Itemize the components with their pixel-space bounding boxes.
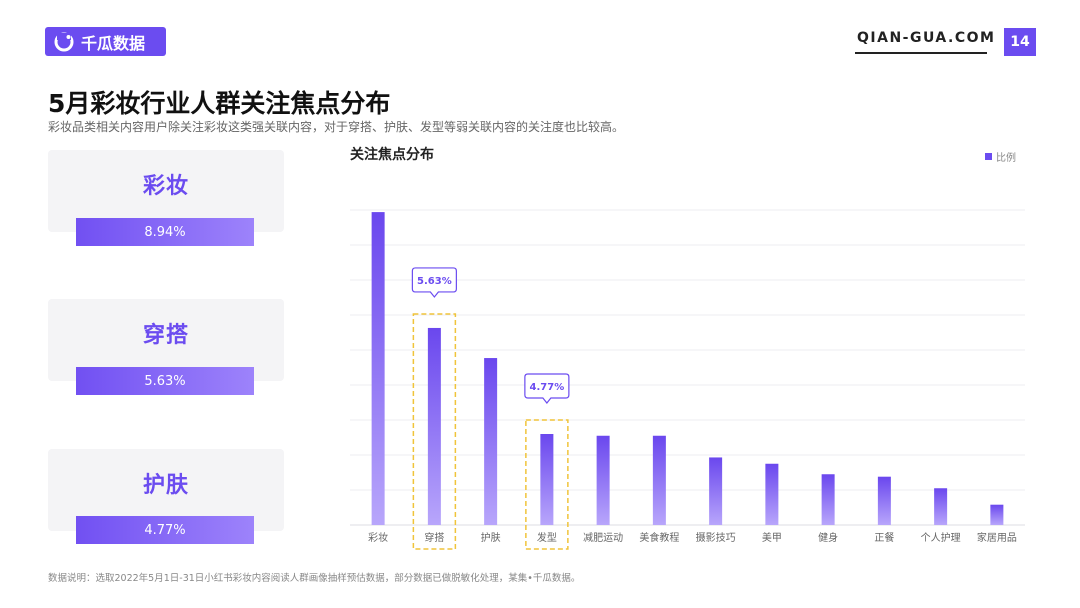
- chart-legend: 比例: [985, 149, 1016, 164]
- bar-3: [540, 434, 554, 525]
- data-footnote: 数据说明：选取2022年5月1日-31日小红书彩妆内容阅读人群画像抽样预估数据，…: [48, 573, 581, 584]
- callout-label: 5.63%: [417, 276, 452, 287]
- site-url[interactable]: QIAN-GUA.COM: [857, 30, 996, 46]
- highlight-box: [525, 419, 569, 550]
- bar-1: [427, 327, 441, 525]
- bar-10: [934, 488, 948, 525]
- x-tick-label: 家居用品: [977, 531, 1017, 544]
- site-underline: [855, 52, 987, 54]
- x-tick-label: 摄影技巧: [696, 531, 736, 544]
- qiangua-logo-icon: [54, 32, 74, 51]
- x-tick-label: 彩妆: [368, 531, 388, 544]
- x-tick-label: 护肤: [481, 531, 501, 544]
- callout-bubble: [411, 267, 457, 298]
- x-tick-label: 美食教程: [639, 531, 679, 544]
- stat-card-value: 4.77%: [76, 516, 254, 544]
- stat-card-value: 5.63%: [76, 367, 254, 395]
- bar-0: [371, 212, 385, 525]
- bar-8: [821, 474, 835, 525]
- stat-card-value: 8.94%: [76, 218, 254, 246]
- legend-label: 比例: [996, 153, 1016, 164]
- x-tick-label: 美甲: [762, 531, 782, 544]
- legend-swatch: [985, 153, 992, 160]
- bar-2: [484, 358, 498, 525]
- callout-bubble: [524, 373, 570, 404]
- bar-5: [652, 435, 666, 525]
- callout-label: 4.77%: [530, 382, 565, 393]
- bar-4: [596, 435, 610, 525]
- page-title: 5月彩妆行业人群关注焦点分布: [48, 89, 391, 118]
- x-tick-label: 穿搭: [424, 531, 444, 544]
- chart-title: 关注焦点分布: [350, 147, 434, 163]
- stat-card-label: 护肤: [142, 473, 189, 498]
- x-tick-label: 健身: [818, 531, 838, 544]
- x-tick-label: 发型: [537, 531, 557, 544]
- stat-card-label: 彩妆: [142, 174, 189, 199]
- brand-name: 千瓜数据: [81, 33, 146, 53]
- highlight-box: [412, 313, 457, 550]
- bar-6: [709, 457, 723, 525]
- x-tick-label: 个人护理: [921, 531, 961, 544]
- stat-card-label: 穿搭: [142, 323, 189, 348]
- x-tick-label: 减肥运动: [583, 532, 623, 544]
- page-subtitle: 彩妆品类相关内容用户除关注彩妆这类强关联内容，对于穿搭、护肤、发型等弱关联内容的…: [48, 120, 625, 134]
- brand-logo: 千瓜数据: [45, 27, 166, 56]
- x-tick-label: 正餐: [874, 531, 894, 544]
- bar-9: [877, 476, 891, 525]
- page-number: 14: [1004, 28, 1036, 56]
- bar-7: [765, 463, 779, 525]
- bar-11: [990, 504, 1004, 525]
